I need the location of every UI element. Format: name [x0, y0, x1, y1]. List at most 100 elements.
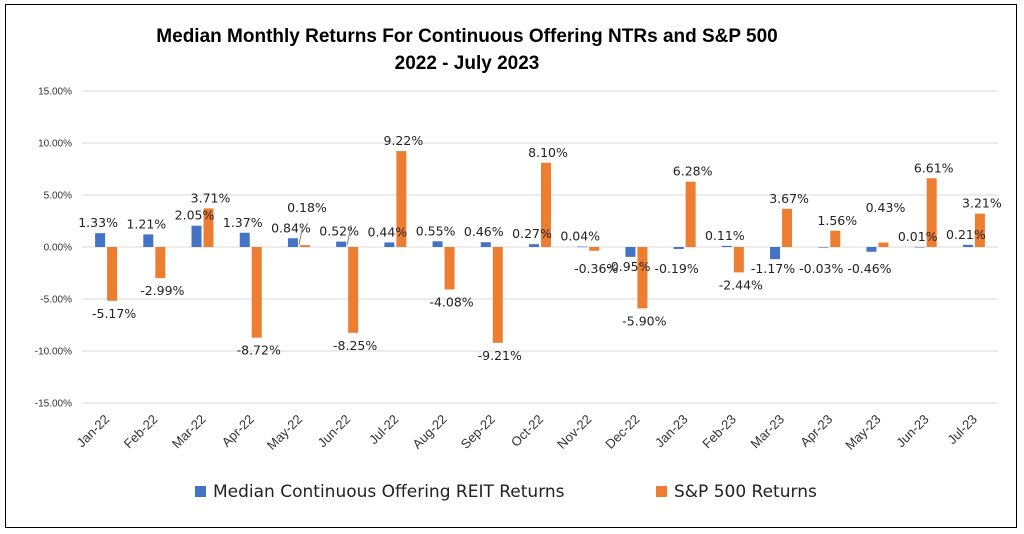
sp500-bar [589, 247, 600, 251]
reit-data-label: 0.21% [946, 227, 986, 242]
reit-data-label: 0.52% [319, 224, 359, 239]
x-tick-label: Sep-22 [458, 412, 498, 452]
sp500-bar [348, 247, 359, 333]
sp500-bar [782, 208, 793, 247]
x-tick-label: Jan-23 [652, 412, 691, 451]
x-tick-label: Mar-22 [169, 412, 209, 452]
reit-data-label: -0.95% [606, 259, 650, 274]
legend-swatch-reit [195, 486, 206, 497]
sp500-data-label: -2.44% [719, 277, 763, 292]
reit-bar [721, 245, 732, 247]
x-tick-label: May-22 [264, 412, 305, 453]
reit-bar [866, 247, 877, 252]
reit-data-label: 0.44% [368, 224, 408, 239]
x-tick-label: Jun-22 [315, 412, 354, 451]
reit-data-label: 0.46% [464, 224, 504, 239]
sp500-data-label: 6.28% [673, 164, 713, 179]
y-tick-label: -15.00% [35, 399, 72, 410]
sp500-bar [492, 247, 503, 343]
y-tick-label: -10.00% [35, 347, 72, 358]
x-tick-label: Feb-23 [699, 412, 739, 452]
sp500-bar [637, 247, 648, 309]
sp500-data-label: 6.61% [914, 160, 954, 175]
sp500-bar [541, 162, 551, 247]
sp500-bar [974, 213, 985, 247]
reit-data-label: 0.04% [560, 229, 600, 244]
reit-bar [625, 247, 636, 257]
reit-bar [770, 247, 781, 260]
reit-data-label: 1.37% [223, 215, 263, 230]
sp500-data-label: 9.22% [384, 133, 424, 148]
reit-data-label: -1.17% [751, 261, 795, 276]
sp500-bar [396, 151, 407, 247]
sp500-data-label: -9.21% [478, 348, 522, 363]
legend-swatch-sp500 [656, 486, 667, 497]
leader-line [298, 224, 304, 246]
sp500-bar [444, 247, 455, 290]
sp500-data-label: -8.72% [237, 343, 281, 358]
reit-bar [673, 247, 684, 249]
sp500-bar [733, 247, 744, 273]
sp500-data-label: 1.56% [817, 213, 857, 228]
sp500-data-label: 8.10% [528, 145, 568, 160]
reit-bar [143, 234, 154, 247]
sp500-bar [203, 208, 214, 247]
x-tick-label: Jul-22 [366, 412, 402, 448]
sp500-bar [155, 247, 166, 279]
x-tick-label: May-23 [842, 412, 883, 453]
y-tick-label: 5.00% [44, 191, 72, 202]
sp500-data-label: -5.90% [622, 313, 666, 328]
sp500-bar [830, 230, 841, 247]
reit-bar [962, 244, 973, 247]
sp500-data-label: -2.99% [140, 283, 184, 298]
sp500-data-label: 3.71% [191, 190, 231, 205]
reit-data-label: 0.27% [512, 226, 552, 241]
reit-bar [287, 238, 298, 247]
sp500-data-label: -8.25% [333, 338, 377, 353]
x-tick-label: Dec-22 [602, 412, 642, 452]
x-tick-label: Jan-22 [74, 412, 113, 451]
reit-bar [432, 241, 443, 247]
chart-title-line-2: 2022 - July 2023 [395, 53, 540, 74]
reit-bar [480, 242, 491, 247]
sp500-bar [299, 245, 310, 247]
x-tick-label: Feb-22 [121, 412, 161, 452]
x-tick-label: Jun-23 [893, 412, 932, 451]
x-tick-label: Oct-22 [508, 412, 546, 450]
reit-data-label: -0.03% [799, 261, 843, 276]
reit-bar [529, 244, 539, 247]
sp500-data-label: 0.43% [866, 200, 906, 215]
chart-title-line-1: Median Monthly Returns For Continuous Of… [156, 26, 777, 47]
x-tick-label: Jul-23 [944, 412, 980, 448]
sp500-bar [878, 242, 889, 247]
reit-bar [914, 246, 925, 248]
reit-data-label: 2.05% [175, 208, 215, 223]
sp500-data-label: -0.36% [574, 261, 618, 276]
y-tick-label: -5.00% [40, 295, 72, 306]
sp500-data-label: -4.08% [429, 294, 473, 309]
reit-bar [384, 242, 395, 247]
sp500-bar [107, 247, 118, 301]
reit-data-label: 0.11% [705, 228, 745, 243]
x-tick-label: Mar-23 [747, 412, 787, 452]
sp500-data-label: -5.17% [92, 306, 136, 321]
reit-bar [818, 247, 829, 248]
reit-data-label: 0.55% [416, 223, 456, 238]
leader-line [346, 224, 352, 246]
sp500-bar [926, 178, 937, 247]
x-tick-label: Apr-23 [797, 412, 835, 450]
x-tick-label: Nov-22 [554, 412, 594, 452]
reit-bar [577, 246, 588, 248]
legend-label-sp500: S&P 500 Returns [674, 482, 817, 502]
reit-data-label: 0.01% [898, 229, 938, 244]
reit-bar [336, 241, 347, 247]
y-tick-label: 0.00% [44, 243, 72, 254]
y-tick-label: 15.00% [38, 87, 72, 98]
reit-bar [191, 225, 202, 247]
sp500-data-label: 0.18% [287, 200, 327, 215]
reit-data-label: 1.33% [78, 215, 118, 230]
legend-label-reit: Median Continuous Offering REIT Returns [213, 482, 565, 502]
sp500-bar [685, 181, 696, 247]
x-tick-label: Apr-22 [219, 412, 257, 450]
